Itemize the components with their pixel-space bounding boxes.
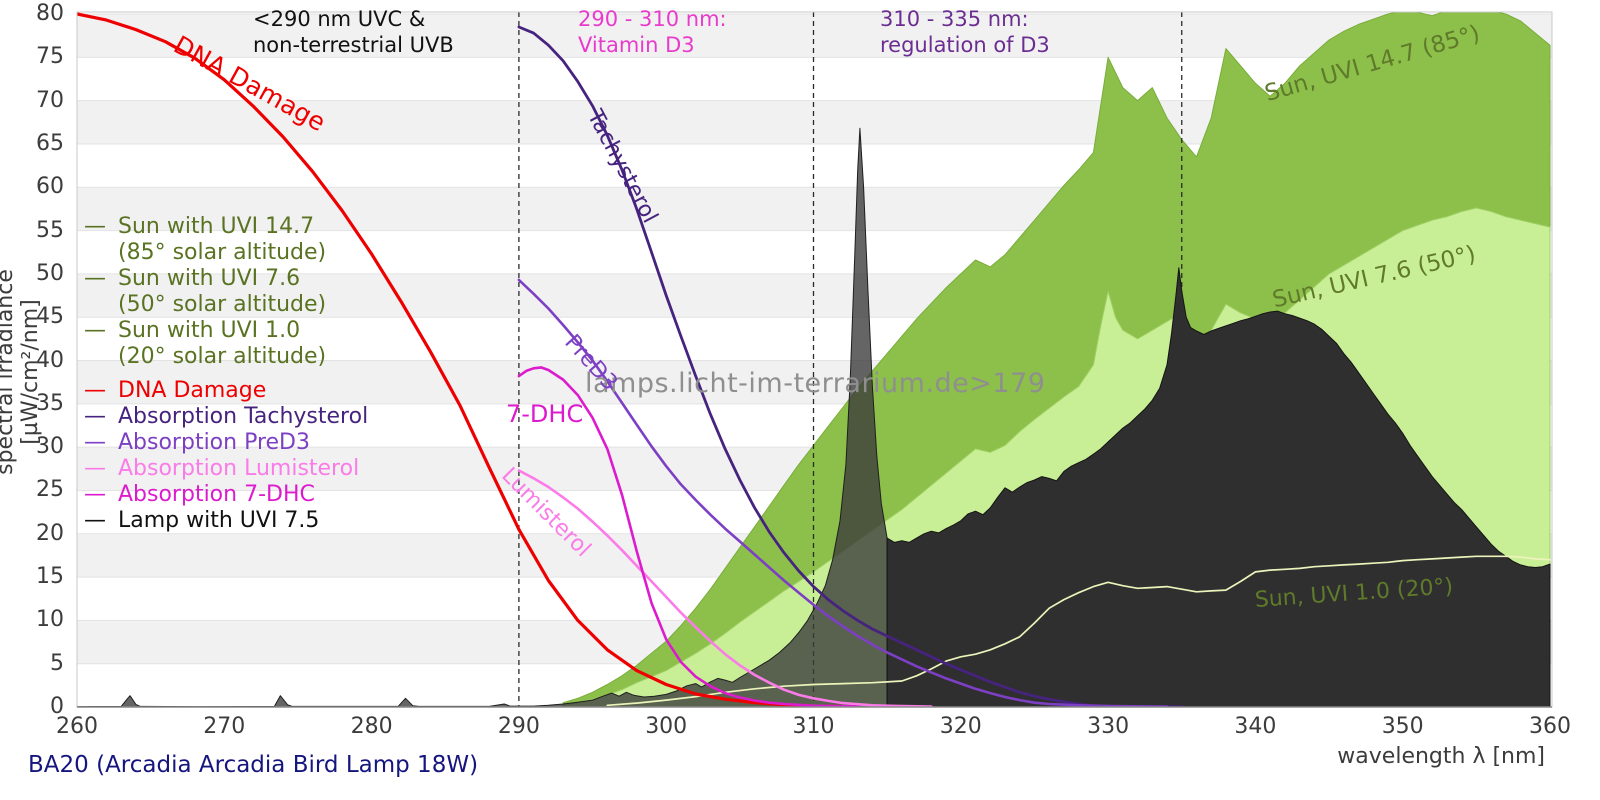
x-tick-label: 350	[1381, 714, 1424, 739]
y-tick-label: 80	[36, 1, 64, 26]
legend-swatch: —	[84, 508, 106, 533]
lamp-title: BA20 (Arcadia Arcadia Bird Lamp 18W)	[28, 752, 479, 778]
y-tick-label: 65	[36, 130, 64, 156]
y-tick-label: 40	[36, 347, 64, 373]
legend: — Sun with UVI 14.7 (85° solar altitude) — S…	[84, 214, 368, 534]
y-tick-label: 45	[36, 304, 64, 330]
y-tick-label: 55	[36, 217, 64, 243]
y-tick-label: 25	[36, 477, 64, 503]
x-tick-label: 310	[792, 714, 835, 739]
y-tick-label: 30	[36, 434, 64, 460]
legend-item-label: Absorption Lumisterol	[118, 456, 360, 481]
legend-item-label: Absorption 7-DHC	[118, 482, 315, 507]
legend-item: — Absorption Lumisterol	[84, 456, 368, 482]
legend-item: (85° solar altitude)	[84, 240, 368, 266]
legend-swatch: —	[84, 214, 106, 239]
legend-item: — Absorption Tachysterol	[84, 404, 368, 430]
legend-swatch: —	[84, 430, 106, 455]
series-absorption-tachysterol	[517, 25, 1184, 707]
x-axis-label: wavelength λ [nm]	[1337, 744, 1545, 769]
legend-item-label: Lamp with UVI 7.5	[118, 508, 320, 533]
y-tick-label: 15	[36, 564, 64, 590]
legend-item: — Sun with UVI 14.7	[84, 214, 368, 240]
y-tick-label: 60	[36, 174, 64, 200]
y-tick-label: 0	[50, 694, 64, 719]
x-tick-label: 270	[203, 714, 246, 739]
legend-item-label: DNA Damage	[118, 378, 267, 403]
background-band	[77, 14, 1552, 58]
legend-swatch: —	[84, 456, 106, 481]
legend-swatch: —	[84, 266, 106, 291]
series-sun-with-uvi-1-0-20-solar-altitude-	[606, 555, 1551, 707]
legend-swatch: —	[84, 404, 106, 429]
series-absorption-pred3	[517, 278, 1169, 707]
y-tick-label: 70	[36, 87, 64, 113]
annotation-uvc: <290 nm UVC & non-terrestrial UVB	[253, 7, 454, 57]
series-absorption-7-dhc	[517, 366, 859, 707]
legend-swatch: —	[84, 318, 106, 343]
legend-item: — Absorption PreD3	[84, 430, 368, 456]
x-tick-label: 360	[1529, 714, 1571, 739]
annotation-vitamin-d3: 290 - 310 nm: Vitamin D3	[578, 7, 727, 57]
legend-item: (20° solar altitude)	[84, 344, 368, 370]
y-tick-label: 20	[36, 520, 64, 546]
legend-swatch: —	[84, 482, 106, 507]
x-tick-label: 330	[1087, 714, 1130, 739]
x-tick-label: 290	[497, 714, 540, 739]
dhc7-label: 7-DHC	[506, 400, 584, 428]
legend-item-label: Absorption PreD3	[118, 430, 310, 455]
legend-item-label: Sun with UVI 1.0	[118, 318, 301, 343]
legend-item-label: Sun with UVI 7.6	[118, 266, 301, 291]
legend-item-label: (85° solar altitude)	[118, 240, 327, 265]
series-lamp-with-uvi-7-5-above-315-nm-	[886, 267, 1551, 707]
legend-item-label: Sun with UVI 14.7	[118, 214, 315, 239]
y-tick-label: 35	[36, 390, 64, 416]
legend-item: — Absorption 7-DHC	[84, 482, 368, 508]
legend-item-label: (50° solar altitude)	[118, 292, 327, 317]
x-tick-label: 300	[645, 714, 688, 739]
legend-item-label: (20° solar altitude)	[118, 344, 327, 369]
y-tick-label: 50	[36, 260, 64, 286]
y-tick-label: 75	[36, 44, 64, 70]
x-tick-label: 340	[1234, 714, 1277, 739]
watermark: lamps.licht-im-terrarium.de>179	[585, 368, 1046, 399]
legend-item: (50° solar altitude)	[84, 292, 368, 318]
legend-item: — Sun with UVI 1.0	[84, 318, 368, 344]
x-tick-label: 260	[56, 714, 98, 739]
legend-item: — Lamp with UVI 7.5	[84, 508, 368, 534]
legend-item-label: Absorption Tachysterol	[118, 404, 369, 429]
y-axis-label: spectral irradiance [µW/cm²/nm]	[0, 269, 43, 475]
annotation-regulation-d3: 310 - 335 nm: regulation of D3	[880, 7, 1050, 57]
x-tick-label: 280	[350, 714, 393, 739]
x-tick-label: 320	[939, 714, 982, 739]
legend-swatch: —	[84, 378, 106, 403]
series-dna-damage	[77, 12, 845, 707]
legend-item: — DNA Damage	[84, 378, 368, 404]
y-tick-label: 5	[50, 650, 64, 676]
legend-item: — Sun with UVI 7.6	[84, 266, 368, 292]
y-tick-label: 10	[36, 607, 64, 633]
series-absorption-lumisterol	[517, 469, 933, 707]
